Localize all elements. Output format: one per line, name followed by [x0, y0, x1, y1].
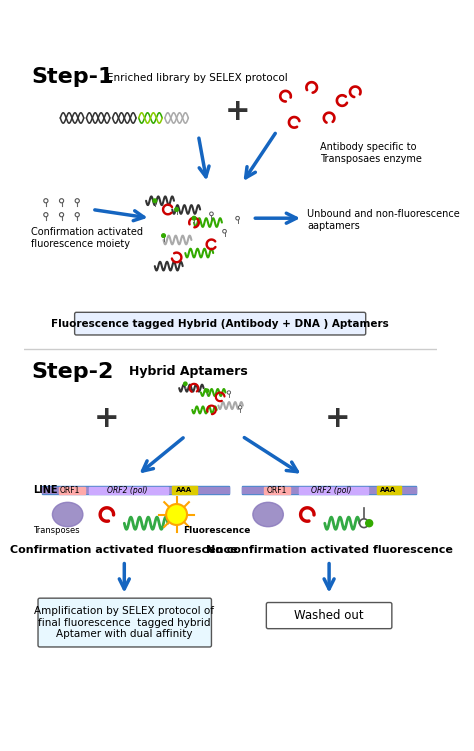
Text: Confirmation activated fluorescence: Confirmation activated fluorescence	[10, 545, 238, 555]
Circle shape	[75, 199, 79, 203]
Text: ORF2 (pol): ORF2 (pol)	[107, 486, 147, 495]
Text: AAA: AAA	[175, 487, 191, 493]
Circle shape	[227, 391, 230, 394]
Text: Confirmation activated
fluorescence moiety: Confirmation activated fluorescence moie…	[31, 227, 143, 249]
Ellipse shape	[53, 502, 83, 526]
Text: AAA: AAA	[380, 487, 396, 493]
Text: ORF2 (pol): ORF2 (pol)	[310, 486, 351, 495]
Text: Transposes: Transposes	[33, 526, 80, 535]
Circle shape	[175, 207, 178, 211]
FancyBboxPatch shape	[74, 312, 366, 335]
Circle shape	[205, 389, 209, 393]
Circle shape	[59, 213, 64, 217]
FancyBboxPatch shape	[38, 598, 211, 647]
Bar	[172, 486, 197, 494]
Text: +: +	[94, 404, 119, 433]
Text: Washed out: Washed out	[294, 609, 364, 622]
Text: Antibody specific to
Transposaes enzyme: Antibody specific to Transposaes enzyme	[320, 143, 422, 164]
Circle shape	[366, 520, 373, 526]
Text: Step-2: Step-2	[31, 362, 113, 382]
Text: Hybrid Aptamers: Hybrid Aptamers	[128, 364, 247, 378]
Circle shape	[238, 406, 242, 409]
Circle shape	[166, 504, 187, 525]
Circle shape	[44, 199, 48, 203]
Text: Enriched library by SELEX protocol: Enriched library by SELEX protocol	[107, 73, 288, 83]
Circle shape	[192, 216, 196, 220]
Circle shape	[236, 216, 239, 220]
Text: Amplification by SELEX protocol of
final fluorescence  tagged hybrid
Aptamer wit: Amplification by SELEX protocol of final…	[34, 606, 214, 639]
Bar	[42, 486, 229, 494]
Bar	[299, 487, 368, 493]
Bar	[59, 487, 85, 493]
Circle shape	[183, 382, 187, 385]
Text: No confirmation activated fluorescence: No confirmation activated fluorescence	[206, 545, 453, 555]
Text: +: +	[325, 404, 351, 433]
Text: Fluorescence tagged Hybrid (Antibody + DNA ) Aptamers: Fluorescence tagged Hybrid (Antibody + D…	[51, 318, 389, 329]
Text: Step-1: Step-1	[31, 68, 114, 87]
Text: ORF1: ORF1	[59, 486, 80, 495]
Circle shape	[360, 519, 368, 527]
Text: Fluorescence: Fluorescence	[182, 526, 250, 535]
Circle shape	[210, 212, 213, 216]
Text: +: +	[225, 96, 250, 125]
Bar	[90, 487, 168, 493]
Circle shape	[44, 213, 48, 217]
Bar	[242, 486, 416, 494]
Bar	[264, 487, 290, 493]
Text: Unbound and non-fluorescence
aaptamers: Unbound and non-fluorescence aaptamers	[307, 210, 460, 231]
Text: LINE: LINE	[33, 485, 57, 495]
Bar	[42, 487, 229, 493]
Bar	[242, 487, 416, 493]
Text: ORF1: ORF1	[266, 486, 287, 495]
Circle shape	[162, 234, 165, 237]
Bar	[377, 486, 401, 494]
FancyBboxPatch shape	[266, 602, 392, 629]
Circle shape	[223, 230, 227, 233]
Circle shape	[59, 199, 64, 203]
Circle shape	[75, 213, 79, 217]
Ellipse shape	[253, 502, 283, 526]
Circle shape	[153, 199, 156, 203]
